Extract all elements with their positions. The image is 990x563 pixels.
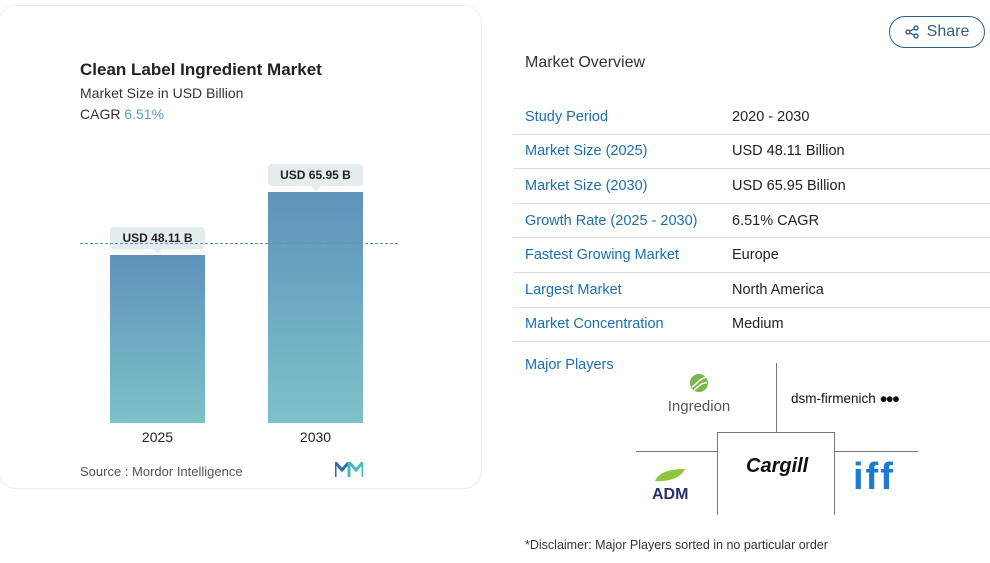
major-players-label: Major Players — [525, 357, 614, 373]
share-button[interactable]: Share — [889, 16, 985, 48]
overview-row: Market Concentration Medium — [513, 308, 990, 343]
overview-row-value: USD 65.95 Billion — [732, 177, 846, 194]
chart-title: Clean Label Ingredient Market — [80, 60, 322, 79]
overview-row-label: Growth Rate (2025 - 2030) — [525, 212, 698, 229]
chart-source: Source : Mordor Intelligence — [80, 464, 243, 479]
cagr-label: CAGR — [80, 106, 121, 122]
share-label: Share — [926, 23, 970, 40]
adm-logo: ADM — [652, 467, 688, 504]
dsm-firmenich-logo: dsm-firmenich ●●● — [791, 391, 900, 406]
overview-row: Study Period 2020 - 2030 — [513, 100, 990, 135]
bar-2025 — [110, 254, 205, 423]
overview-row-label: Fastest Growing Market — [525, 247, 679, 264]
x-tick-label: 2025 — [141, 429, 174, 445]
bar-2030 — [268, 192, 363, 423]
divider — [834, 451, 918, 452]
market-chart-card — [0, 5, 482, 489]
overview-row-value: Europe — [732, 247, 779, 264]
ingredion-logo: Ingredion — [664, 373, 734, 415]
overview-row-value: 6.51% CAGR — [732, 212, 820, 229]
overview-row: Growth Rate (2025 - 2030) 6.51% CAGR — [513, 204, 990, 239]
iff-logo: iff — [853, 456, 895, 498]
disclaimer: *Disclaimer: Major Players sorted in no … — [525, 538, 828, 552]
x-tick-label: 2030 — [299, 429, 332, 445]
adm-leaf-icon — [655, 469, 686, 482]
overview-row: Market Size (2025) USD 48.11 Billion — [513, 135, 990, 170]
cagr-value: 6.51% — [124, 106, 165, 122]
ingredion-leaf-icon — [690, 374, 708, 392]
cargill-box — [717, 432, 835, 515]
overview-row-label: Study Period — [525, 108, 609, 125]
market-overview-title: Market Overview — [525, 54, 646, 71]
overview-row: Largest Market North America — [513, 273, 990, 308]
bar-data-label: USD 48.11 B — [110, 226, 205, 254]
overview-row: Fastest Growing Market Europe — [513, 238, 990, 273]
overview-row-value: North America — [732, 281, 824, 298]
divider — [776, 363, 777, 433]
overview-row: Market Size (2030) USD 65.95 Billion — [513, 169, 990, 204]
overview-row-value: Medium — [732, 316, 784, 333]
share-icon — [904, 25, 919, 39]
overview-row-value: USD 48.11 Billion — [732, 143, 845, 160]
chart-subtitle: Market Size in USD Billion — [80, 85, 244, 101]
overview-row-value: 2020 - 2030 — [732, 108, 810, 125]
overview-row-label: Market Size (2030) — [525, 177, 648, 194]
cagr: CAGR 6.51% — [80, 106, 164, 122]
cargill-logo: Cargill — [746, 455, 809, 477]
mordor-logo-icon — [335, 462, 363, 477]
overview-row-label: Market Concentration — [525, 316, 664, 333]
divider — [636, 451, 718, 452]
bar-data-label: USD 65.95 B — [268, 164, 363, 192]
overview-row-label: Market Size (2025) — [525, 143, 648, 160]
baseline-dashed-line — [80, 243, 398, 244]
overview-row-label: Largest Market — [525, 281, 622, 298]
